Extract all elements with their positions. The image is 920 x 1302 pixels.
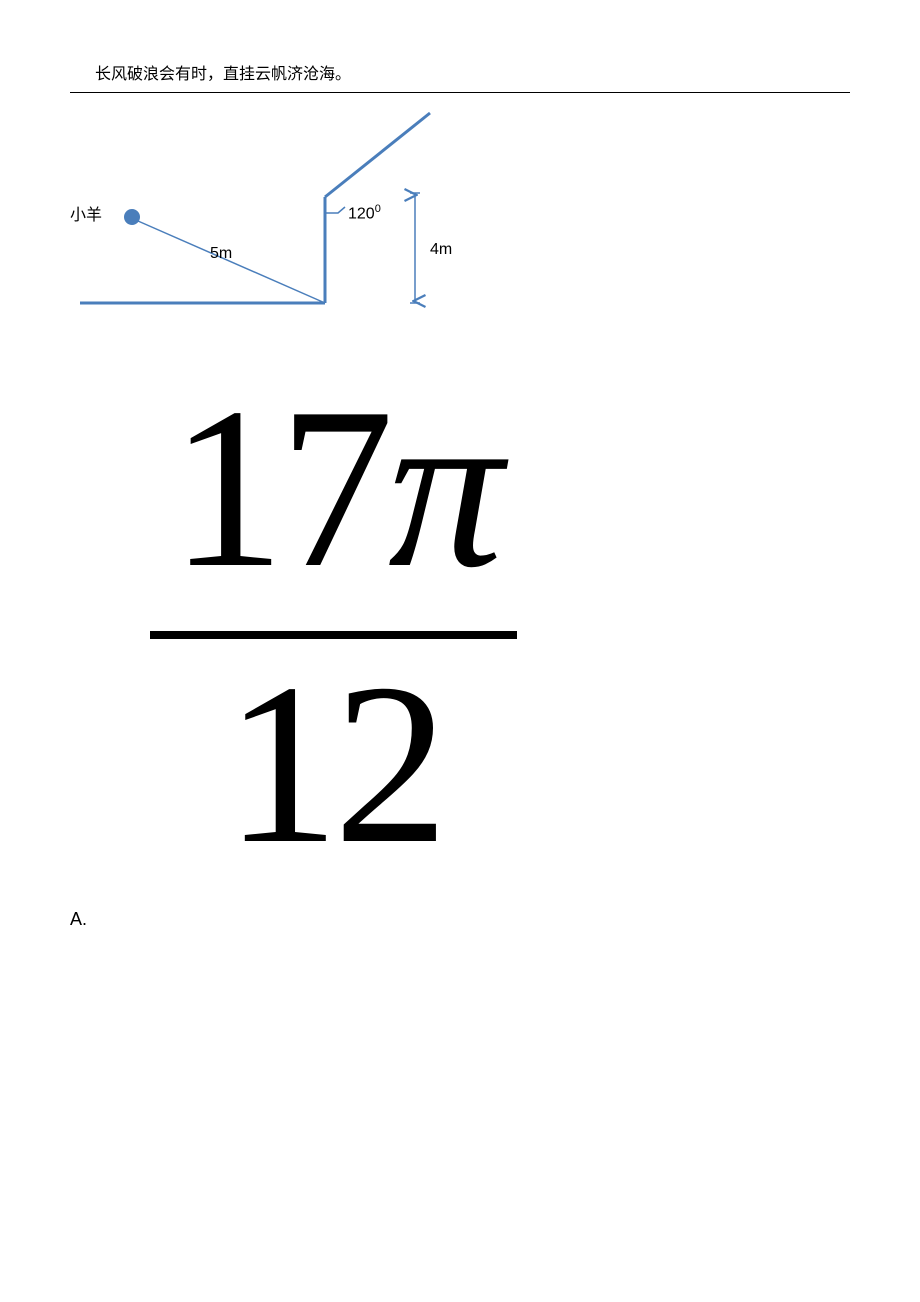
diagram-svg [70, 103, 490, 333]
choice-a-label: A. [70, 909, 850, 930]
geometry-diagram: 小羊 5m 1200 4m [70, 103, 490, 333]
fraction-expression: 17π 12 [150, 373, 850, 879]
angle-degree: 0 [375, 203, 381, 215]
numerator-pi: π [388, 360, 497, 615]
angle-value: 120 [348, 205, 375, 222]
angle-label: 1200 [348, 203, 381, 223]
rope-length-label: 5m [210, 245, 232, 263]
sheep-label: 小羊 [70, 201, 102, 225]
angle-mark [325, 207, 345, 213]
sheep-dot [124, 209, 140, 225]
fraction-numerator: 17π [150, 373, 517, 613]
header-quote: 长风破浪会有时，直挂云帆济沧海。 [70, 60, 850, 93]
numerator-number: 17 [170, 360, 388, 615]
fraction-denominator: 12 [150, 649, 517, 879]
roof-line [325, 113, 430, 197]
height-label: 4m [430, 241, 452, 259]
